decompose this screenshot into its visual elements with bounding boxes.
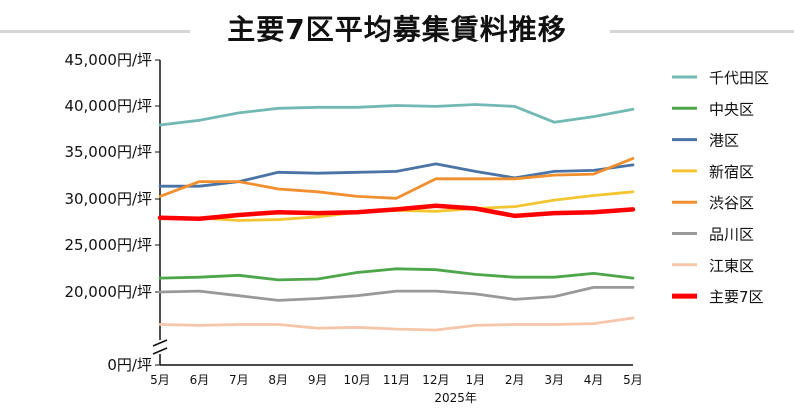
x-tick-labels: 5月 6月 7月 8月 9月 10月 11月 12月 1月 2月 3月 4月 5月 2025年 bbox=[150, 373, 643, 405]
x-tick-label: 8月 bbox=[268, 373, 288, 387]
x-tick-label: 6月 bbox=[190, 373, 210, 387]
x-tick-label: 5月 bbox=[150, 373, 170, 387]
y-tick-label: 30,000円/坪 bbox=[64, 190, 152, 208]
y-tick-label: 40,000円/坪 bbox=[64, 97, 152, 115]
x-tick-label: 1月 bbox=[466, 373, 486, 387]
x-tick-label: 4月 bbox=[584, 373, 604, 387]
title-rule-right bbox=[610, 30, 794, 33]
x-tick-label: 3月 bbox=[544, 373, 564, 387]
x-axis-year-note: 2025年 bbox=[434, 391, 477, 405]
x-tick-label: 7月 bbox=[229, 373, 249, 387]
x-tick-label: 5月 bbox=[623, 373, 643, 387]
y-tick-label: 0円/坪 bbox=[107, 356, 152, 374]
axes bbox=[152, 60, 633, 366]
x-tick-label: 2月 bbox=[505, 373, 525, 387]
series-line bbox=[158, 316, 635, 332]
series-line bbox=[158, 267, 635, 282]
legend-label: 港区 bbox=[709, 132, 739, 150]
legend-label: 江東区 bbox=[709, 257, 754, 275]
series-line bbox=[158, 285, 635, 302]
legend-label: 品川区 bbox=[709, 226, 754, 244]
legend-label: 渋谷区 bbox=[709, 194, 754, 212]
x-tick-label: 9月 bbox=[308, 373, 328, 387]
legend-label: 千代田区 bbox=[709, 69, 769, 87]
series-line bbox=[157, 203, 636, 221]
series-line bbox=[158, 156, 635, 200]
y-tick-label: 20,000円/坪 bbox=[64, 283, 152, 301]
axis-break-mark-top bbox=[152, 339, 168, 347]
axis-break-mark-bottom bbox=[152, 347, 168, 355]
y-tick-label: 45,000円/坪 bbox=[64, 51, 152, 69]
title-rule-left bbox=[0, 30, 190, 33]
axis-break-gap bbox=[152, 340, 168, 354]
y-tick-label: 25,000円/坪 bbox=[64, 236, 152, 254]
series-line bbox=[158, 103, 635, 127]
x-tick-label: 12月 bbox=[422, 373, 449, 387]
chart-title: 主要7区平均募集賃料推移 bbox=[209, 13, 585, 46]
chart-title-wrap: 主要7区平均募集賃料推移 bbox=[0, 8, 794, 48]
y-tick-labels: 45,000円/坪 40,000円/坪 35,000円/坪 30,000円/坪 25,0… bbox=[64, 51, 160, 374]
series-lines bbox=[157, 103, 636, 332]
legend-label: 主要7区 bbox=[709, 288, 764, 306]
legend-label: 新宿区 bbox=[709, 163, 754, 181]
x-tick-label: 10月 bbox=[343, 373, 370, 387]
x-tick-label: 11月 bbox=[383, 373, 410, 387]
legend-label: 中央区 bbox=[709, 100, 754, 118]
y-tick-label: 35,000円/坪 bbox=[64, 143, 152, 161]
